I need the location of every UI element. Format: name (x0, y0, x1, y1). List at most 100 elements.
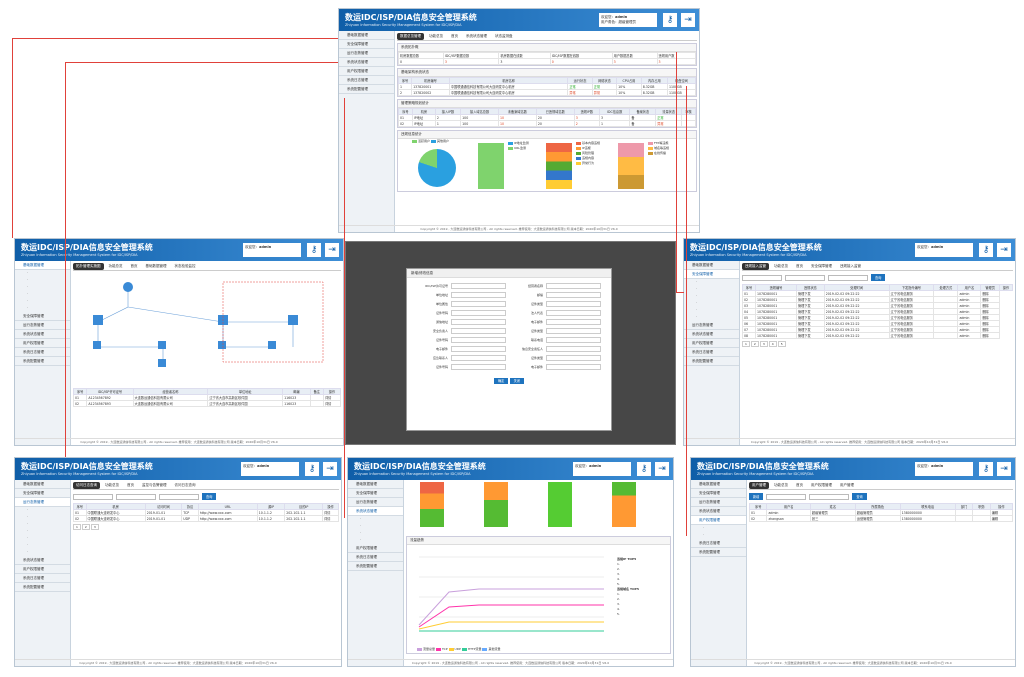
logout-icon[interactable]: ⇥ (655, 462, 669, 476)
sidebar-item[interactable]: 系统日志管理 (684, 348, 739, 357)
search-button[interactable]: 查询 (871, 274, 886, 281)
sidebar-item[interactable]: 安全保障管理 (15, 489, 70, 498)
sidebar-item[interactable]: 用户权限管理 (684, 339, 739, 348)
sidebar-subitem[interactable]: · (27, 543, 29, 547)
edit-link[interactable]: 编辑 (989, 515, 1014, 522)
node-icon[interactable] (93, 341, 101, 349)
form-field[interactable] (451, 318, 506, 325)
search-input[interactable] (828, 274, 868, 281)
sidebar-item[interactable]: 安全保障管理 (348, 489, 403, 498)
tab[interactable]: 功能总览 (774, 264, 788, 268)
page-link[interactable]: 2 (81, 524, 90, 530)
sidebar-item[interactable]: 用户权限管理 (15, 339, 70, 348)
tab[interactable]: 状态检验监控 (174, 264, 196, 268)
sidebar-item[interactable]: 运行态势管理 (15, 321, 70, 330)
sidebar-item[interactable]: 基础数据管理 (15, 261, 70, 270)
logout-icon[interactable]: ⇥ (681, 13, 695, 27)
sidebar-item[interactable]: 系统日志管理 (348, 553, 403, 562)
tab[interactable]: 用户权限管理 (811, 483, 832, 487)
form-field[interactable] (546, 327, 601, 334)
tab[interactable]: 违规接入监管 (742, 263, 769, 270)
sidebar-subitem[interactable]: · (360, 524, 362, 528)
key-icon[interactable]: ⚷ (663, 13, 677, 27)
sidebar-subitem[interactable]: · (27, 278, 29, 282)
sidebar-item[interactable]: 基础数据管理 (348, 480, 403, 489)
sidebar-item[interactable]: 运行态势管理 (691, 498, 746, 507)
search-input[interactable] (785, 274, 825, 281)
sidebar-subitem[interactable]: · (27, 271, 29, 275)
sidebar-item[interactable]: 用户权限管理 (691, 516, 746, 525)
sidebar-item[interactable]: 系统配置管理 (691, 548, 746, 557)
logout-icon[interactable]: ⇥ (997, 243, 1011, 257)
page-link[interactable]: 1 (742, 341, 750, 347)
form-field[interactable] (451, 291, 506, 298)
form-field[interactable] (451, 345, 506, 352)
sidebar-item[interactable]: 系统状态管理 (684, 330, 739, 339)
form-field[interactable] (451, 363, 506, 370)
form-field[interactable] (546, 291, 601, 298)
sidebar-subitem[interactable]: · (27, 529, 29, 533)
sidebar-subitem[interactable]: · (703, 533, 705, 537)
save-button[interactable]: 确定 (493, 378, 509, 384)
page-link[interactable]: 4 (768, 341, 777, 347)
sidebar-subitem[interactable]: · (703, 526, 705, 530)
sidebar-item[interactable]: 用户权限管理 (348, 544, 403, 553)
sidebar-item[interactable]: 基础数据管理 (691, 480, 746, 489)
key-icon[interactable]: ⚷ (637, 462, 651, 476)
sidebar-item[interactable]: 运行态势管理 (15, 498, 70, 507)
sidebar-item[interactable]: 基础数据管理 (339, 31, 394, 40)
tab[interactable]: 首页 (451, 34, 458, 38)
node-icon[interactable] (158, 341, 166, 349)
sidebar-item[interactable]: 运行态势管理 (339, 49, 394, 58)
sidebar-item[interactable]: 运行态势管理 (348, 498, 403, 507)
search-input[interactable] (809, 493, 850, 500)
tab[interactable]: 安全保障管理 (811, 264, 832, 268)
sidebar-subitem[interactable]: · (696, 294, 698, 298)
tab[interactable]: 访问日志查询 (174, 483, 196, 487)
tab[interactable]: 首页 (796, 264, 803, 268)
sidebar-subitem[interactable]: · (27, 536, 29, 540)
tab[interactable]: 功能总览 (774, 483, 788, 487)
sidebar-subitem[interactable]: · (360, 531, 362, 535)
form-field[interactable] (546, 363, 601, 370)
sidebar-item[interactable]: 安全保障管理 (684, 270, 739, 279)
sidebar-subitem[interactable]: · (27, 508, 29, 512)
sidebar-item[interactable]: 系统配置管理 (348, 562, 403, 571)
tab[interactable]: 状态监测盘 (495, 34, 513, 38)
sidebar-item[interactable]: 安全保障管理 (15, 312, 70, 321)
logout-icon[interactable]: ⇥ (997, 462, 1011, 476)
sidebar-item[interactable]: 系统状态管理 (15, 556, 70, 565)
sidebar-item[interactable]: 系统日志管理 (339, 76, 394, 85)
sidebar-subitem[interactable]: · (696, 301, 698, 305)
node-icon[interactable] (288, 315, 298, 325)
sidebar-item[interactable]: 系统配置管理 (684, 357, 739, 366)
page-link[interactable]: 3 (90, 524, 99, 530)
form-field[interactable] (546, 336, 601, 343)
sidebar-subitem[interactable]: · (27, 550, 29, 554)
add-button[interactable]: 新增 (749, 493, 764, 500)
tab[interactable]: 用户管理 (840, 483, 854, 487)
detail-link[interactable]: 详情 (322, 400, 342, 407)
tab[interactable]: 首页 (796, 483, 803, 487)
sidebar-item[interactable]: 安全保障管理 (339, 40, 394, 49)
sidebar-subitem[interactable]: · (27, 515, 29, 519)
form-field[interactable] (546, 309, 601, 316)
tab[interactable]: 违规接入监管 (840, 264, 861, 268)
tab[interactable]: 首页 (130, 264, 138, 268)
sidebar-item[interactable]: 系统状态管理 (691, 507, 746, 516)
form-field[interactable] (546, 300, 601, 307)
search-input[interactable] (766, 493, 807, 500)
form-field[interactable] (546, 318, 601, 325)
sidebar-subitem[interactable]: · (27, 299, 29, 303)
page-link[interactable]: 2 (750, 341, 759, 347)
cell[interactable]: 删除 (980, 332, 1000, 339)
tab[interactable]: 功能总览 (105, 483, 119, 487)
key-icon[interactable]: ⚷ (307, 243, 321, 257)
form-field[interactable] (451, 309, 506, 316)
sidebar-item[interactable]: 系统日志管理 (691, 539, 746, 548)
logout-icon[interactable]: ⇥ (325, 243, 339, 257)
sidebar-item[interactable]: 用户权限管理 (339, 67, 394, 76)
node-icon[interactable] (158, 359, 166, 367)
tab[interactable]: 基础数据管理 (145, 264, 167, 268)
form-field[interactable] (546, 282, 601, 289)
